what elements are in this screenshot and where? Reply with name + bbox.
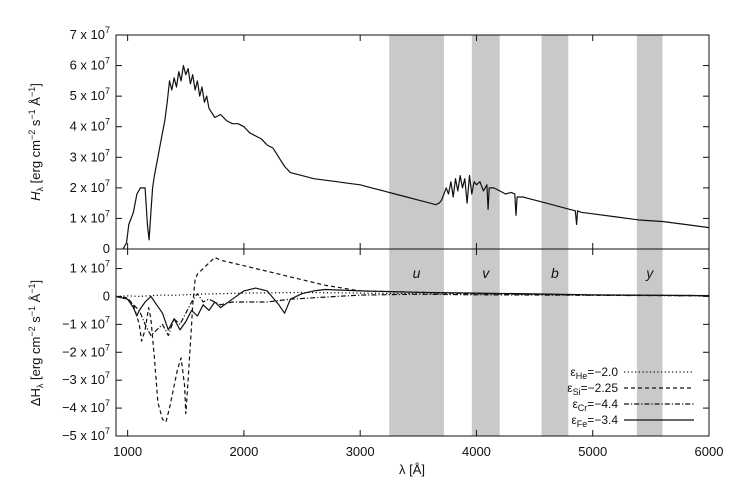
band-b bbox=[541, 35, 569, 436]
bottom-ylabel-main: ΔH bbox=[28, 388, 43, 406]
xtick-label: 5000 bbox=[578, 444, 607, 459]
bottom-ytick-label: −1 x 107 bbox=[62, 314, 110, 331]
top-ylabel-exp3: −1 bbox=[27, 87, 37, 97]
top-ytick-label: 0 bbox=[103, 241, 110, 256]
band-label-v: v bbox=[482, 265, 490, 281]
band-v bbox=[471, 35, 500, 436]
legend-label-fe: εFe=−3.4 bbox=[571, 413, 618, 429]
legend-label-cr: εCr=−4.4 bbox=[572, 397, 618, 413]
bottom-ytick-label: −3 x 107 bbox=[62, 370, 110, 387]
top-ylabel-sub: λ bbox=[35, 186, 45, 191]
band-label-b: b bbox=[551, 265, 559, 281]
top-ylabel-mid: s bbox=[28, 119, 43, 130]
x-ticks: 1000 2000 3000 4000 5000 6000 bbox=[113, 35, 723, 459]
x-axis-label: λ [Å] bbox=[399, 462, 425, 477]
xtick-label: 1000 bbox=[113, 444, 142, 459]
top-y-ticks: 0 1 x 107 2 x 107 3 x 107 4 x 107 5 x 107 6 x … bbox=[70, 25, 709, 256]
top-ytick-label: 2 x 107 bbox=[70, 178, 110, 195]
filter-bands bbox=[389, 35, 663, 436]
legend-label-he: εHe=−2.0 bbox=[570, 365, 618, 381]
band-label-y: y bbox=[645, 265, 654, 281]
series-si bbox=[115, 256, 710, 423]
top-y-axis-label: Hλ [erg cm−2 s−1 Å−1] bbox=[27, 83, 45, 201]
xtick-label: 4000 bbox=[462, 444, 491, 459]
xtick-label: 2000 bbox=[229, 444, 258, 459]
top-ylabel-end: Å bbox=[28, 97, 43, 110]
bottom-ylabel-mid: s bbox=[28, 316, 43, 327]
top-ytick-label: 5 x 107 bbox=[70, 86, 110, 103]
bottom-ytick-label: 0 bbox=[103, 288, 110, 303]
legend: εHe=−2.0 εSi=−2.25 εCr=−4.4 εFe=−3.4 bbox=[567, 365, 694, 429]
bottom-ylabel-exp1: −2 bbox=[27, 326, 37, 336]
top-ytick-label: 1 x 107 bbox=[70, 208, 110, 225]
bottom-ytick-label: −2 x 107 bbox=[62, 342, 110, 359]
bottom-ytick-label: 1 x 107 bbox=[70, 259, 110, 276]
top-ylabel-exp2: −1 bbox=[27, 109, 37, 119]
series-cr bbox=[115, 293, 710, 337]
bottom-ylabel-exp2: −1 bbox=[27, 306, 37, 316]
bottom-ylabel-sub: λ bbox=[35, 383, 45, 388]
xtick-label: 6000 bbox=[695, 444, 724, 459]
bottom-ylabel-units: [erg cm bbox=[28, 337, 43, 380]
top-ytick-label: 3 x 107 bbox=[70, 147, 110, 164]
band-u bbox=[389, 35, 444, 436]
bottom-ytick-label: −5 x 107 bbox=[62, 426, 110, 443]
bottom-series-group bbox=[115, 256, 710, 423]
top-ylabel-exp1: −2 bbox=[27, 130, 37, 140]
top-series-group bbox=[122, 65, 710, 250]
top-ylabel-units: [erg cm bbox=[28, 140, 43, 183]
band-label-u: u bbox=[413, 265, 421, 281]
top-series-line bbox=[122, 65, 710, 250]
legend-label-si: εSi=−2.25 bbox=[567, 381, 618, 397]
bottom-panel-frame bbox=[115, 248, 710, 437]
bottom-y-axis-label: ΔHλ [erg cm−2 s−1 Å−1] bbox=[27, 280, 45, 406]
top-ytick-label: 6 x 107 bbox=[70, 56, 110, 73]
series-fe bbox=[115, 287, 710, 331]
band-y bbox=[636, 35, 663, 436]
bottom-y-ticks: 1 x 107 0 −1 x 107 −2 x 107 −3 x 107 −4 x 107… bbox=[62, 259, 709, 443]
bottom-ylabel-close: ] bbox=[28, 280, 43, 284]
bottom-ytick-label: −4 x 107 bbox=[62, 398, 110, 415]
series-he bbox=[115, 291, 710, 297]
top-ylabel-close: ] bbox=[28, 83, 43, 87]
top-ytick-label: 4 x 107 bbox=[70, 117, 110, 134]
xtick-label: 3000 bbox=[346, 444, 375, 459]
top-ytick-label: 7 x 107 bbox=[70, 25, 110, 42]
bottom-ylabel-exp3: −1 bbox=[27, 283, 37, 293]
bottom-ylabel-end: Å bbox=[28, 293, 43, 306]
top-ylabel-main: H bbox=[28, 191, 43, 201]
